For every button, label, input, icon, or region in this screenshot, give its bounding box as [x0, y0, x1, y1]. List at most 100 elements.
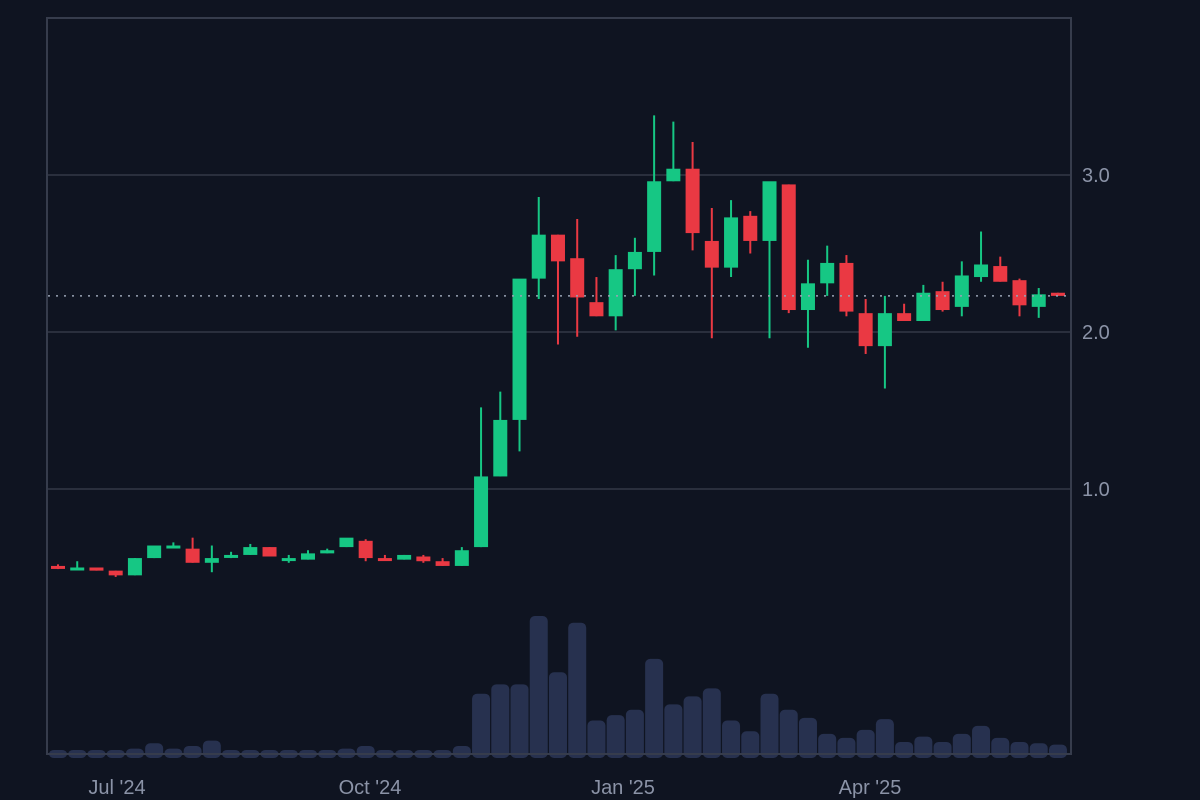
candle-body [339, 537, 354, 548]
candle-body [685, 168, 700, 234]
candle-body [377, 558, 392, 562]
candle-body [1031, 294, 1046, 307]
candle [820, 245, 835, 296]
candle-body [916, 292, 931, 322]
candle [262, 547, 277, 557]
volume-bar [972, 725, 991, 758]
candle-body [262, 547, 277, 557]
candle-body [762, 181, 777, 241]
volume-bar [722, 720, 741, 758]
candle-body [89, 567, 104, 571]
candle-body [877, 313, 892, 347]
volume-bar [510, 684, 529, 758]
candle-body [416, 556, 431, 562]
candle-body [454, 550, 469, 566]
candle-body [185, 548, 200, 563]
candle [320, 548, 335, 554]
candle-body [897, 313, 912, 322]
candle-body [724, 217, 739, 268]
candle [204, 545, 219, 573]
candle-body [70, 567, 85, 571]
volume-bar [568, 622, 587, 758]
candle [935, 281, 950, 312]
y-tick-label: 1.0 [1082, 479, 1110, 501]
candle [839, 255, 854, 317]
candle-body [281, 558, 296, 562]
volume-bar [818, 733, 837, 758]
candle [1012, 278, 1027, 317]
candle [704, 207, 719, 339]
candle [724, 200, 739, 278]
volume-bar [952, 733, 971, 758]
candle-body [397, 554, 412, 560]
candle-body [608, 269, 623, 317]
candle [531, 196, 546, 300]
volume-bar [202, 740, 221, 758]
volume-bar [760, 693, 779, 758]
volume-bar [1048, 744, 1067, 758]
candle [743, 211, 758, 254]
volume-bar [472, 693, 491, 758]
candle [974, 231, 989, 282]
candle-body [954, 275, 969, 307]
candle [550, 234, 565, 345]
candle-body [993, 266, 1008, 282]
candle [762, 181, 777, 339]
volume-bar [145, 743, 164, 758]
volume-bar [895, 741, 914, 758]
x-tick-label: Jan '25 [591, 777, 655, 799]
plot-frame [46, 17, 1072, 755]
volume-bar [645, 658, 664, 758]
candle-body [935, 291, 950, 311]
candle [281, 554, 296, 563]
candle [243, 543, 258, 555]
volume-bar [491, 684, 510, 758]
candle [300, 550, 315, 560]
candle-body [108, 570, 123, 576]
candle-body [839, 262, 854, 312]
volume-bar [702, 688, 721, 758]
candle [916, 284, 931, 322]
candle [666, 121, 681, 182]
candle-body [435, 561, 450, 566]
volume-bar [914, 736, 933, 758]
candle-body [531, 234, 546, 279]
candle [339, 537, 354, 548]
candle-body [320, 550, 335, 554]
candle-body [512, 278, 527, 420]
x-tick-label: Oct '24 [339, 777, 402, 799]
candle-body [493, 419, 508, 477]
candle [512, 278, 527, 452]
candle-body [743, 215, 758, 241]
candle-body [300, 553, 315, 560]
volume-bar [452, 745, 471, 758]
volume-bar [741, 731, 760, 758]
volume-bar [933, 741, 952, 758]
candle [224, 551, 239, 559]
candle [358, 539, 373, 562]
candle-body [166, 545, 181, 549]
candle-body [974, 264, 989, 278]
candle [416, 554, 431, 563]
y-tick-label: 3.0 [1082, 165, 1110, 187]
candle [397, 554, 412, 560]
volume-bar [606, 715, 625, 758]
volume-bar [683, 696, 702, 758]
candle-body [858, 313, 873, 347]
candle [800, 259, 815, 348]
volume-bar [856, 729, 875, 758]
candle-body [647, 181, 662, 252]
candle [435, 558, 450, 566]
volume-bar [991, 737, 1010, 758]
candle [647, 115, 662, 276]
candle [147, 545, 162, 559]
candle-body [204, 558, 219, 563]
candle [627, 237, 642, 296]
candle [897, 303, 912, 322]
candle-body [550, 234, 565, 262]
candle [474, 407, 489, 548]
candle-body [127, 558, 142, 576]
candle-body [1012, 280, 1027, 306]
candle-body [781, 184, 796, 311]
candle [493, 391, 508, 477]
